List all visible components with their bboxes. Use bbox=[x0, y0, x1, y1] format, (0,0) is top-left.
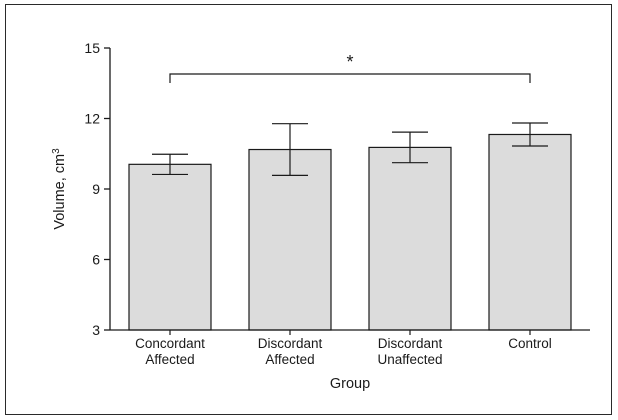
x-tick-label: Concordant Affected bbox=[135, 336, 205, 367]
y-tick-label: 15 bbox=[84, 40, 100, 56]
error-bars bbox=[152, 122, 548, 176]
significance-bracket: * bbox=[169, 52, 531, 83]
y-tick-label: 6 bbox=[92, 252, 100, 268]
bar bbox=[248, 148, 332, 331]
bars bbox=[128, 133, 572, 331]
y-axis-title: Volume, cm3 bbox=[51, 148, 69, 230]
bar bbox=[128, 163, 212, 331]
x-tick-label-line: Discordant bbox=[258, 336, 323, 351]
significance-bracket-line bbox=[169, 73, 531, 83]
x-tick-label-line: Concordant bbox=[135, 336, 205, 351]
y-tick-label: 9 bbox=[92, 181, 100, 197]
x-tick-label-line: Affected bbox=[145, 352, 194, 367]
y-tick-label: 12 bbox=[84, 111, 100, 127]
x-tick-label: Discordant Unaffected bbox=[377, 336, 442, 367]
y-axis-title-text: Volume, cm bbox=[52, 154, 68, 230]
y-axis-title-superscript: 3 bbox=[51, 148, 62, 154]
bar bbox=[368, 146, 452, 331]
x-axis-title: Group bbox=[330, 376, 370, 392]
significance-marker: * bbox=[346, 52, 353, 72]
x-tick-label: Discordant Affected bbox=[258, 336, 323, 367]
x-tick-label-line: Discordant bbox=[378, 336, 443, 351]
y-tick-label: 3 bbox=[92, 322, 100, 338]
x-tick-label-line: Unaffected bbox=[377, 352, 442, 367]
y-ticks: 3 6 9 12 15 bbox=[84, 40, 110, 338]
x-tick-label-line: Affected bbox=[265, 352, 314, 367]
bar bbox=[488, 133, 572, 331]
x-tick-label-line: Control bbox=[508, 336, 552, 351]
x-tick-label: Control bbox=[508, 336, 552, 351]
